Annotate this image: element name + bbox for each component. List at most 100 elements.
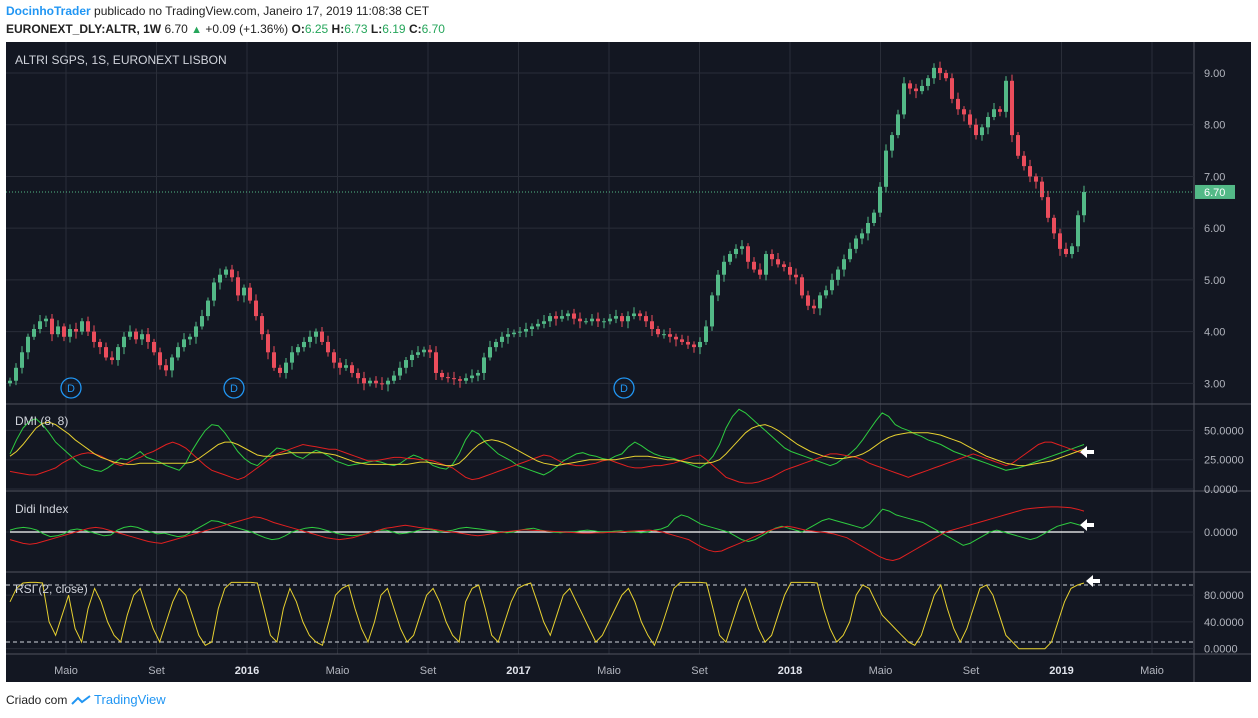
x-tick-label: Maio	[597, 665, 621, 677]
candle	[116, 347, 120, 361]
indicator-tick-label: 0.0000	[1204, 484, 1238, 496]
dividend-marker	[613, 377, 635, 399]
candle	[794, 274, 798, 278]
candle	[836, 269, 840, 280]
candle	[680, 339, 684, 342]
candle	[80, 321, 84, 332]
candle	[86, 321, 90, 332]
x-tick-label: Set	[420, 665, 437, 677]
open-label: O:	[291, 22, 305, 36]
candle	[812, 305, 816, 309]
candle	[170, 357, 174, 371]
candle	[926, 78, 930, 86]
candle	[212, 282, 216, 301]
candle	[704, 326, 708, 342]
candle	[428, 349, 432, 353]
candle	[8, 380, 12, 384]
candle	[230, 269, 234, 278]
x-tick-label: 2017	[506, 665, 530, 677]
candle	[524, 329, 528, 332]
candle	[302, 341, 306, 348]
x-tick-label: 2016	[235, 665, 259, 677]
candle	[20, 352, 24, 368]
candle	[470, 375, 474, 379]
candle	[824, 290, 828, 296]
candle	[530, 326, 534, 330]
candle	[200, 316, 204, 327]
candle	[866, 223, 870, 234]
candle	[98, 341, 102, 348]
candle	[356, 372, 360, 379]
candle	[464, 378, 468, 381]
candle	[764, 254, 768, 275]
candle	[920, 85, 924, 92]
candle	[560, 316, 564, 319]
candle	[758, 269, 762, 275]
candle	[512, 332, 516, 335]
candle	[536, 323, 540, 327]
candle	[440, 372, 444, 378]
candle	[38, 321, 42, 330]
candle	[986, 116, 990, 128]
candle	[326, 341, 330, 353]
dividend-marker-label: D	[230, 383, 238, 395]
candle	[140, 334, 144, 340]
candle	[404, 360, 408, 368]
candle	[32, 329, 36, 337]
trading-chart[interactable]: Maio Set 2016 Maio Set 2017 Maio Set 2018 Maio Set…	[6, 42, 1251, 682]
candle	[578, 318, 582, 322]
candle	[26, 336, 30, 353]
last-price-tag-label: 6.70	[1204, 187, 1225, 199]
change-value: +0.09 (+1.36%)	[205, 22, 289, 36]
candle	[194, 326, 198, 337]
close-label: C:	[408, 22, 422, 36]
candle	[338, 362, 342, 368]
candle	[956, 98, 960, 110]
candle	[1076, 215, 1080, 247]
candle	[980, 127, 984, 136]
candle	[278, 367, 282, 373]
pane-title-dmi: DMI (8, 8)	[15, 414, 68, 428]
candle	[932, 67, 936, 79]
candle	[662, 334, 666, 336]
price-tick-label: 3.00	[1204, 378, 1225, 390]
candle	[878, 186, 882, 213]
candle	[818, 295, 822, 309]
author-link[interactable]: DocinhoTrader	[6, 4, 91, 18]
candle	[68, 329, 72, 337]
last-price-tag	[1195, 184, 1235, 199]
candle	[416, 352, 420, 355]
candle	[1004, 80, 1008, 112]
candle	[422, 349, 426, 353]
candle	[374, 380, 378, 384]
candle	[800, 277, 804, 296]
publish-info: DocinhoTrader publicado no TradingView.c…	[6, 4, 429, 18]
candle	[602, 321, 606, 323]
candle	[572, 313, 576, 319]
candle	[506, 334, 510, 337]
candle	[650, 321, 654, 330]
published-text: publicado no TradingView.com, Janeiro 17…	[94, 4, 430, 18]
candle	[14, 367, 18, 381]
candle	[938, 67, 942, 74]
candle	[908, 83, 912, 89]
low-value: 6.19	[382, 22, 406, 36]
candle	[782, 264, 786, 267]
indicator-tick-label: 0.0000	[1204, 644, 1238, 656]
dividend-marker	[223, 377, 245, 399]
candle	[320, 331, 324, 342]
candle	[92, 331, 96, 342]
candle	[446, 377, 450, 379]
candle	[344, 365, 348, 368]
candle	[482, 357, 486, 373]
rsi-line	[9, 581, 1085, 650]
symbol-line: EURONEXT_DLY:ALTR, 1W	[6, 22, 162, 36]
tradingview-brand[interactable]: TradingView	[94, 692, 166, 707]
candle	[668, 334, 672, 337]
candle	[104, 347, 108, 358]
symbol-info: EURONEXT_DLY:ALTR, 1W 6.70 ▲ +0.09 (+1.3…	[6, 22, 445, 36]
candle	[362, 378, 366, 384]
candle	[260, 316, 264, 335]
candle	[656, 329, 660, 335]
candle	[752, 261, 756, 270]
